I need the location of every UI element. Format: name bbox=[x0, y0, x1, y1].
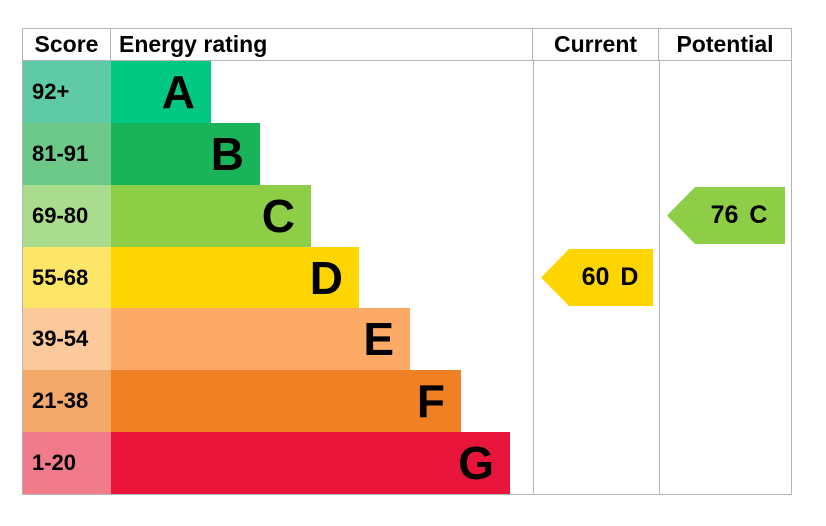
band-row-e: E bbox=[111, 308, 533, 371]
band-letter-b: B bbox=[210, 127, 244, 180]
current-band-letter: D bbox=[620, 263, 639, 291]
score-range-a: 92+ bbox=[23, 61, 111, 123]
score-range-g: 1-20 bbox=[23, 432, 111, 495]
header-score: Score bbox=[23, 29, 111, 60]
band-row-a: A bbox=[111, 61, 533, 123]
table-header: Score Energy rating Current Potential bbox=[23, 29, 791, 61]
potential-band-letter: C bbox=[749, 201, 768, 229]
band-bar-b: B bbox=[111, 122, 260, 185]
header-current: Current bbox=[533, 29, 659, 60]
potential-rating-arrow: 76 C bbox=[667, 187, 785, 244]
band-row-b: B bbox=[111, 122, 533, 185]
band-bar-c: C bbox=[111, 184, 311, 247]
band-bar-a: A bbox=[111, 61, 211, 123]
band-bar-f: F bbox=[111, 370, 461, 433]
band-letter-g: G bbox=[458, 437, 494, 490]
band-row-c: C bbox=[111, 184, 533, 247]
band-letter-f: F bbox=[416, 375, 445, 428]
header-energy-rating: Energy rating bbox=[111, 29, 533, 60]
band-letter-d: D bbox=[309, 251, 343, 304]
potential-score-value: 76 bbox=[710, 201, 739, 229]
potential-column: 76 C bbox=[659, 61, 791, 494]
band-bar-d: D bbox=[111, 246, 359, 309]
score-range-f: 21-38 bbox=[23, 370, 111, 433]
band-row-d: D bbox=[111, 246, 533, 309]
current-column: 60 D bbox=[533, 61, 659, 494]
band-bar-e: E bbox=[111, 308, 410, 371]
band-row-g: G bbox=[111, 432, 533, 495]
header-potential: Potential bbox=[676, 31, 774, 57]
current-rating-arrow: 60 D bbox=[541, 249, 653, 306]
score-range-b: 81-91 bbox=[23, 122, 111, 185]
band-bar-g: G bbox=[111, 432, 510, 495]
epc-rating-chart: Score Energy rating Current Potential 92… bbox=[22, 28, 792, 495]
band-letter-e: E bbox=[363, 313, 394, 366]
score-range-e: 39-54 bbox=[23, 308, 111, 371]
score-range-c: 69-80 bbox=[23, 184, 111, 247]
band-letter-c: C bbox=[261, 189, 295, 242]
score-column: 92+ 81-91 69-80 55-68 39-54 21-38 1-20 bbox=[23, 61, 111, 495]
score-range-d: 55-68 bbox=[23, 246, 111, 309]
band-letter-a: A bbox=[161, 65, 195, 118]
current-score-value: 60 bbox=[581, 263, 610, 291]
band-row-f: F bbox=[111, 370, 533, 433]
